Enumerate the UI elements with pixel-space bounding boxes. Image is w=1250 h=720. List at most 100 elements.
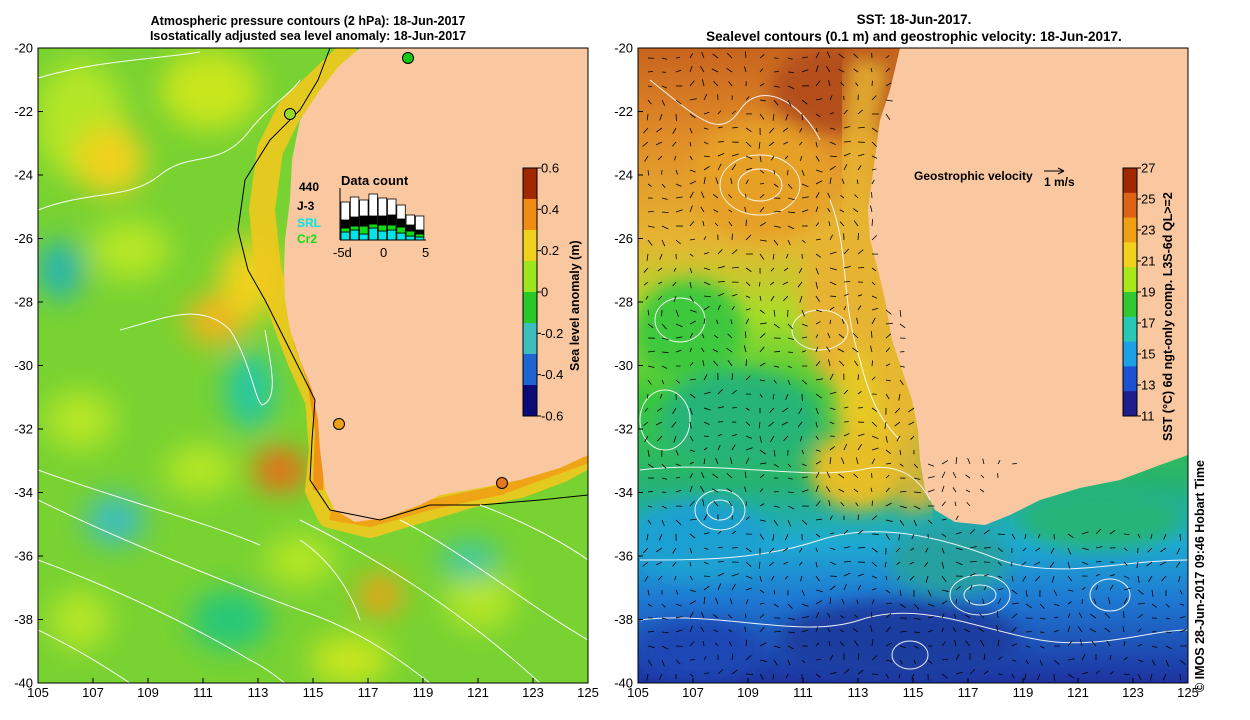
velocity-arrow (712, 614, 719, 619)
velocity-arrow (871, 407, 878, 412)
velocity-arrow (801, 239, 806, 244)
dc-tick-0: 0 (380, 245, 387, 260)
velocity-arrow (661, 239, 666, 247)
velocity-arrow (829, 373, 834, 381)
velocity-arrow (661, 519, 665, 527)
velocity-arrow (759, 589, 765, 594)
velocity-arrow (1011, 602, 1019, 605)
colorbar-tick-label: 11 (1141, 409, 1155, 424)
colorbar-swatch (1123, 316, 1137, 343)
velocity-arrow (857, 266, 865, 269)
velocity-arrow (726, 67, 733, 73)
lon-tick-label: 117 (358, 685, 379, 700)
velocity-arrow (689, 547, 693, 554)
data-count-bar (359, 199, 369, 217)
velocity-arrow (1067, 626, 1071, 633)
velocity-arrow (829, 295, 837, 297)
velocity-arrow (672, 561, 677, 567)
velocity-arrow (1093, 598, 1097, 605)
velocity-arrow (899, 589, 902, 596)
colorbar-tick-label: 0.6 (541, 161, 559, 176)
velocity-arrow (745, 234, 752, 241)
velocity-arrow (759, 113, 765, 120)
velocity-arrow (801, 113, 804, 121)
velocity-arrow (1123, 673, 1130, 676)
velocity-arrow (759, 346, 765, 353)
velocity-arrow (770, 155, 775, 161)
velocity-arrow (871, 421, 878, 427)
velocity-arrow (768, 421, 775, 427)
velocity-arrow (759, 435, 762, 443)
velocity-arrow (689, 221, 695, 227)
velocity-arrow (773, 210, 781, 213)
lat-tick-label: -34 (614, 485, 633, 500)
velocity-arrow (801, 659, 806, 664)
velocity-arrow (909, 561, 915, 565)
velocity-arrow (871, 218, 874, 227)
velocity-arrow (743, 345, 747, 353)
velocity-arrow (941, 613, 945, 619)
velocity-arrow (885, 626, 891, 633)
velocity-arrow (773, 645, 781, 649)
velocity-arrow (871, 307, 879, 311)
velocity-arrow (703, 514, 708, 521)
velocity-arrow (828, 221, 831, 227)
velocity-arrow (826, 51, 831, 59)
velocity-arrow (967, 599, 971, 605)
velocity-arrow (647, 210, 654, 213)
velocity-arrow (1149, 673, 1153, 681)
velocity-arrow (787, 211, 795, 214)
velocity-arrow (899, 463, 904, 467)
velocity-arrow (829, 671, 837, 675)
velocity-arrow (773, 630, 781, 633)
velocity-arrow (843, 561, 851, 563)
colorbar-tick-label: -0.6 (541, 409, 563, 424)
velocity-arrow (815, 51, 820, 59)
velocity-arrow (787, 351, 794, 353)
velocity-arrow (759, 449, 766, 455)
velocity-arrow (857, 653, 860, 661)
lon-tick-label: 119 (1013, 685, 1034, 700)
velocity-arrow (854, 640, 859, 647)
velocity-arrow (1035, 575, 1041, 582)
velocity-arrow (700, 191, 705, 199)
velocity-arrow (1021, 561, 1027, 566)
data-count-bar (405, 235, 416, 241)
velocity-arrow (772, 533, 775, 541)
velocity-arrow (839, 209, 845, 213)
velocity-arrow (773, 505, 780, 508)
velocity-arrow (871, 458, 876, 465)
velocity-arrow (841, 318, 845, 325)
velocity-arrow (1025, 659, 1029, 665)
velocity-arrow (703, 447, 708, 451)
velocity-arrow (1011, 463, 1017, 465)
velocity-arrow (787, 85, 795, 90)
colorbar-swatch (523, 323, 537, 355)
velocity-arrow (827, 192, 831, 199)
velocity-arrow (815, 673, 821, 678)
velocity-legend-unit: 1 m/s (1044, 175, 1075, 189)
velocity-arrow (672, 141, 677, 147)
velocity-arrow (717, 153, 725, 157)
velocity-arrow (885, 99, 893, 102)
velocity-arrow (1137, 628, 1142, 633)
velocity-arrow (647, 630, 654, 633)
velocity-arrow (871, 673, 879, 675)
velocity-arrow (997, 575, 1003, 579)
velocity-arrow (675, 589, 679, 595)
velocity-arrow (783, 267, 789, 272)
lon-tick-label: 111 (793, 685, 813, 700)
velocity-arrow (759, 659, 767, 662)
velocity-arrow (712, 348, 719, 353)
velocity-arrow (745, 127, 752, 132)
velocity-arrow (997, 459, 1001, 465)
velocity-arrow (898, 393, 901, 401)
velocity-arrow (773, 323, 780, 329)
velocity-arrow (815, 421, 818, 428)
velocity-arrow (675, 519, 682, 526)
velocity-arrow (759, 333, 766, 339)
velocity-arrow (941, 641, 946, 647)
velocity-arrow (899, 491, 907, 493)
velocity-arrow (797, 421, 803, 428)
velocity-arrow (885, 502, 892, 507)
